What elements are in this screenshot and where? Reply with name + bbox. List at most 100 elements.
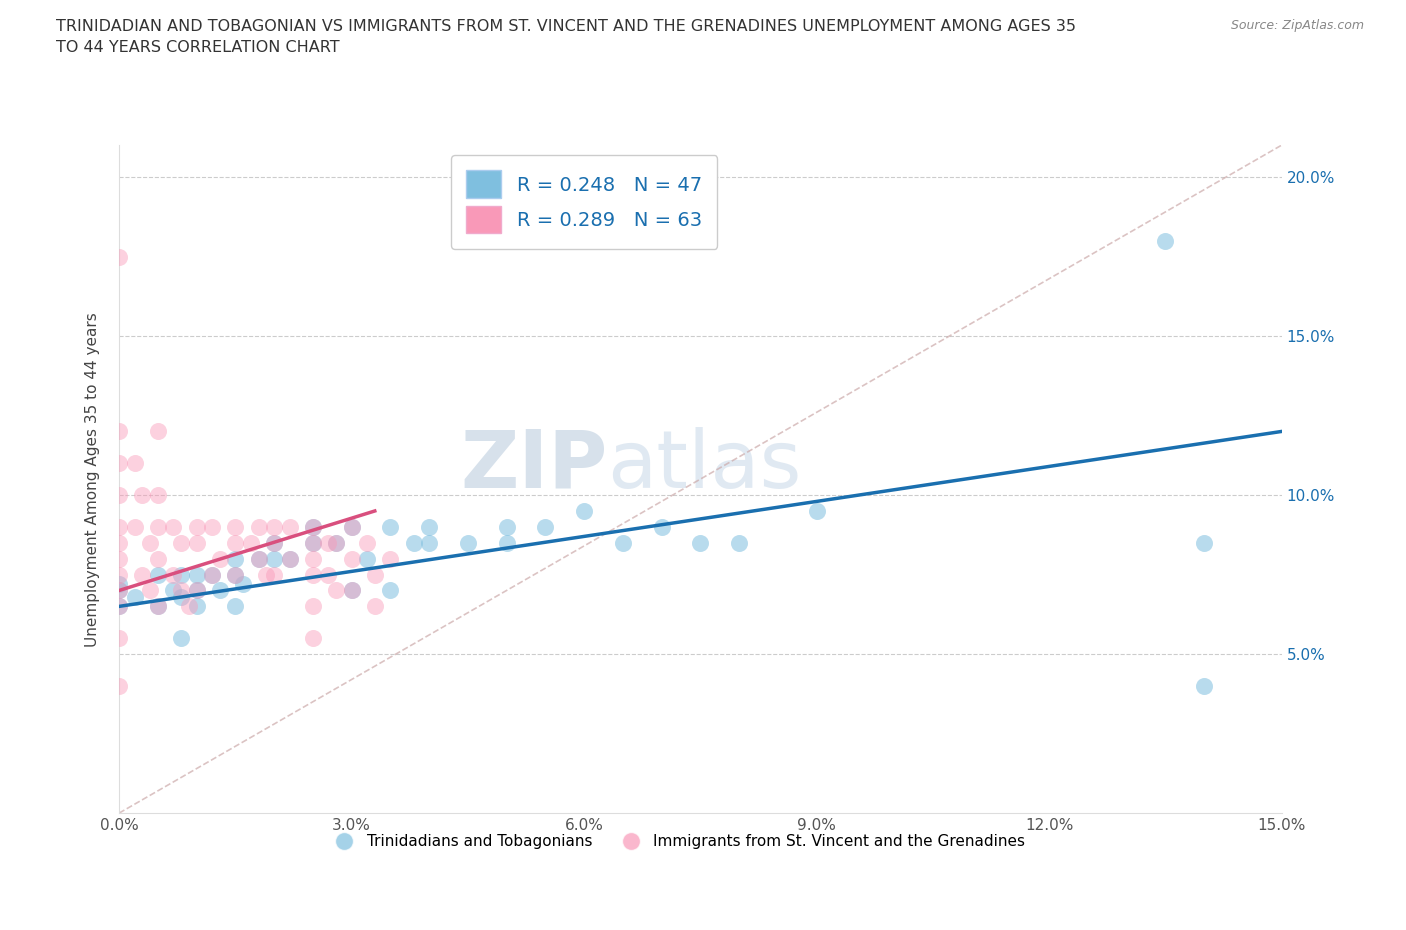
Point <box>108 249 131 264</box>
Point <box>380 520 402 535</box>
Point <box>124 520 146 535</box>
Point <box>108 583 131 598</box>
Point <box>108 536 131 551</box>
Point <box>612 536 634 551</box>
Point <box>224 536 246 551</box>
Point <box>108 577 131 591</box>
Point <box>108 679 131 694</box>
Point <box>162 583 184 598</box>
Point <box>201 567 224 582</box>
Point <box>340 520 363 535</box>
Point <box>201 567 224 582</box>
Point <box>108 424 131 439</box>
Point <box>224 599 246 614</box>
Point <box>806 503 828 518</box>
Point <box>177 599 200 614</box>
Point <box>301 551 323 566</box>
Point <box>108 487 131 502</box>
Point <box>402 536 425 551</box>
Point <box>263 520 285 535</box>
Point <box>124 590 146 604</box>
Point <box>301 520 323 535</box>
Point <box>146 551 169 566</box>
Point <box>170 631 193 645</box>
Point <box>108 599 131 614</box>
Point <box>232 577 254 591</box>
Point <box>131 567 153 582</box>
Point <box>186 520 208 535</box>
Point <box>418 520 440 535</box>
Point <box>263 567 285 582</box>
Point <box>162 520 184 535</box>
Point <box>301 536 323 551</box>
Point <box>301 599 323 614</box>
Point <box>186 583 208 598</box>
Point <box>325 536 347 551</box>
Point <box>124 456 146 471</box>
Point <box>301 536 323 551</box>
Point <box>380 583 402 598</box>
Point <box>1192 536 1215 551</box>
Point <box>208 551 231 566</box>
Point <box>278 520 301 535</box>
Point <box>651 520 673 535</box>
Point <box>146 487 169 502</box>
Point <box>224 520 246 535</box>
Point <box>356 536 378 551</box>
Point <box>340 520 363 535</box>
Point <box>316 536 339 551</box>
Y-axis label: Unemployment Among Ages 35 to 44 years: Unemployment Among Ages 35 to 44 years <box>86 312 100 646</box>
Point <box>316 567 339 582</box>
Point <box>364 567 387 582</box>
Point <box>170 567 193 582</box>
Point <box>340 583 363 598</box>
Point <box>457 536 479 551</box>
Point <box>131 487 153 502</box>
Point <box>146 599 169 614</box>
Point <box>108 520 131 535</box>
Point <box>146 520 169 535</box>
Point <box>340 583 363 598</box>
Point <box>418 536 440 551</box>
Point <box>108 456 131 471</box>
Point <box>263 551 285 566</box>
Point <box>224 551 246 566</box>
Point <box>364 599 387 614</box>
Point <box>108 551 131 566</box>
Point <box>239 536 262 551</box>
Point <box>495 536 517 551</box>
Point <box>162 567 184 582</box>
Point <box>186 599 208 614</box>
Text: Source: ZipAtlas.com: Source: ZipAtlas.com <box>1230 19 1364 32</box>
Legend: Trinidadians and Tobagonians, Immigrants from St. Vincent and the Grenadines: Trinidadians and Tobagonians, Immigrants… <box>322 829 1032 856</box>
Point <box>170 536 193 551</box>
Point <box>139 536 162 551</box>
Point <box>170 583 193 598</box>
Point <box>278 551 301 566</box>
Point <box>186 567 208 582</box>
Point <box>247 551 270 566</box>
Point <box>224 567 246 582</box>
Point <box>170 590 193 604</box>
Point <box>301 520 323 535</box>
Point <box>108 631 131 645</box>
Point <box>380 551 402 566</box>
Point <box>728 536 751 551</box>
Point <box>278 551 301 566</box>
Point <box>534 520 557 535</box>
Point <box>254 567 277 582</box>
Point <box>186 536 208 551</box>
Point <box>146 599 169 614</box>
Point <box>146 424 169 439</box>
Point <box>572 503 595 518</box>
Point <box>689 536 711 551</box>
Point <box>108 567 131 582</box>
Point <box>108 599 131 614</box>
Point <box>247 551 270 566</box>
Point <box>146 567 169 582</box>
Point <box>201 520 224 535</box>
Point <box>186 583 208 598</box>
Point <box>325 536 347 551</box>
Point <box>208 583 231 598</box>
Point <box>108 583 131 598</box>
